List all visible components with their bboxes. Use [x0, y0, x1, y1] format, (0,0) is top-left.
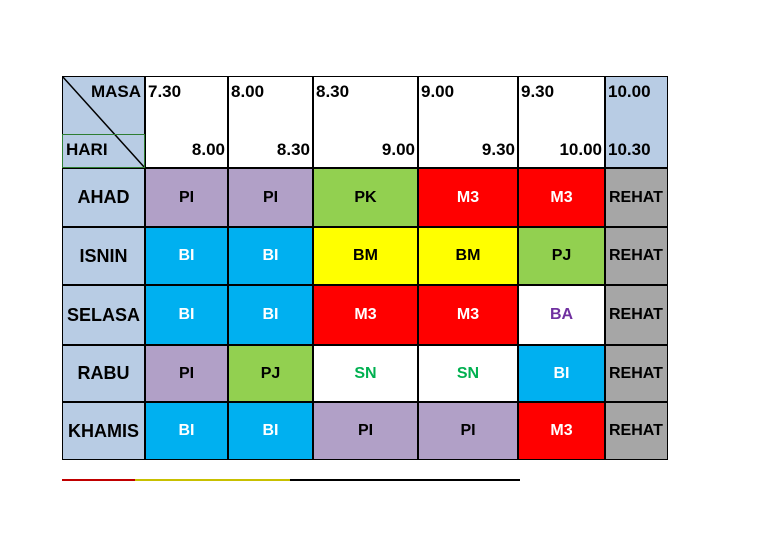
slot-header: [228, 76, 313, 168]
slot-start: 10.00: [608, 82, 651, 101]
subject-cell: BI: [145, 402, 228, 460]
subject-cell: PJ: [228, 345, 313, 402]
subject-cell: BI: [518, 345, 605, 402]
subject-cell: BM: [418, 227, 518, 285]
subject-cell: PI: [418, 402, 518, 460]
subject-cell: BI: [145, 285, 228, 345]
subject-cell: REHAT: [605, 402, 668, 460]
slot-end: 8.00: [191, 140, 225, 159]
subject-cell: PI: [145, 168, 228, 227]
slot-start: 9.30: [521, 82, 555, 101]
subject-cell: PI: [228, 168, 313, 227]
day-cell: RABU: [62, 345, 145, 402]
subject-cell: SN: [418, 345, 518, 402]
slot-start: 9.00: [421, 82, 455, 101]
subject-cell: M3: [518, 402, 605, 460]
slot-end: 8.30: [276, 140, 310, 159]
slot-end: 9.00: [381, 140, 415, 159]
hari-box: [62, 134, 145, 168]
slot-header: [313, 76, 418, 168]
diagonal: [62, 76, 145, 168]
slot-start: 8.30: [316, 82, 350, 101]
slot-end: 10.30: [608, 140, 651, 159]
subject-cell: PI: [313, 402, 418, 460]
slot-header: [418, 76, 518, 168]
subject-cell: M3: [418, 285, 518, 345]
subject-cell: M3: [518, 168, 605, 227]
slot-start: 7.30: [148, 82, 182, 101]
corner-top: MASA: [90, 82, 141, 101]
subject-cell: REHAT: [605, 168, 668, 227]
subject-cell: M3: [313, 285, 418, 345]
subject-cell: BM: [313, 227, 418, 285]
subject-cell: REHAT: [605, 227, 668, 285]
subject-cell: PJ: [518, 227, 605, 285]
slot-header: [145, 76, 228, 168]
day-cell: AHAD: [62, 168, 145, 227]
subject-cell: REHAT: [605, 285, 668, 345]
slot-start: 8.00: [231, 82, 265, 101]
corner-bottom: HARI: [66, 140, 108, 159]
day-cell: ISNIN: [62, 227, 145, 285]
slot-end: 10.00: [559, 140, 602, 159]
subject-cell: PI: [145, 345, 228, 402]
subject-cell: BI: [228, 402, 313, 460]
slot-header: [605, 76, 668, 168]
subject-cell: BI: [228, 285, 313, 345]
subject-cell: BA: [518, 285, 605, 345]
day-cell: SELASA: [62, 285, 145, 345]
subject-cell: REHAT: [605, 345, 668, 402]
slot-end: 9.30: [481, 140, 515, 159]
subject-cell: BI: [228, 227, 313, 285]
subject-cell: BI: [145, 227, 228, 285]
subject-cell: SN: [313, 345, 418, 402]
slot-header: [518, 76, 605, 168]
subject-cell: M3: [418, 168, 518, 227]
day-cell: KHAMIS: [62, 402, 145, 460]
subject-cell: PK: [313, 168, 418, 227]
